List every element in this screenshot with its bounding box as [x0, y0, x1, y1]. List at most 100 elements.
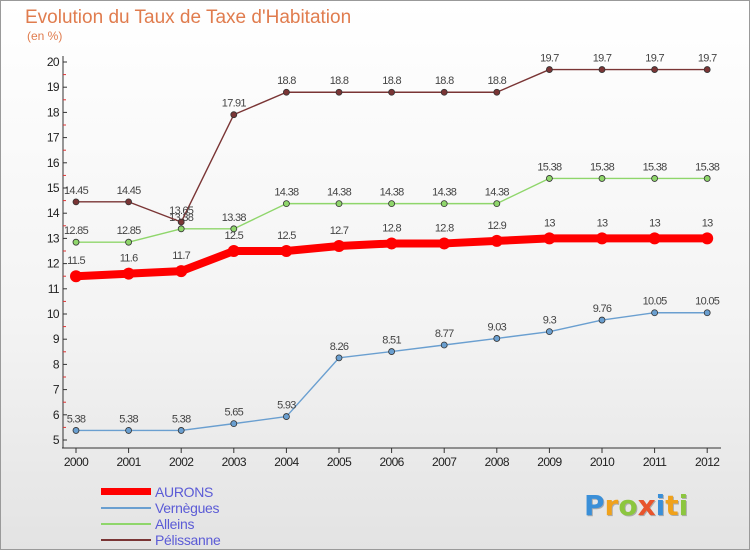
- series-point: [440, 341, 448, 349]
- x-tick-label: 2010: [590, 455, 615, 469]
- series-point: [598, 66, 606, 73]
- data-label: 18.8: [382, 75, 401, 87]
- data-label: 14.38: [274, 187, 299, 199]
- legend-label: Pélissanne: [155, 532, 221, 548]
- y-tick-label: 8: [53, 357, 60, 371]
- legend-swatch: [101, 488, 151, 495]
- series-point: [543, 232, 556, 245]
- data-label: 12.8: [382, 222, 401, 234]
- x-tick-label: 2009: [537, 455, 562, 469]
- data-label: 17.91: [222, 98, 247, 110]
- data-label: 18.8: [435, 75, 454, 87]
- data-label: 14.38: [327, 187, 352, 199]
- data-label: 15.38: [695, 161, 720, 173]
- x-tick-label: 2011: [643, 455, 667, 469]
- series-point: [177, 218, 185, 226]
- data-label: 14.38: [485, 187, 510, 199]
- series-point: [388, 88, 396, 96]
- series-point: [335, 200, 343, 208]
- data-label: 19.7: [645, 53, 664, 65]
- series-point: [230, 225, 238, 233]
- x-tick-label: 2012: [695, 455, 720, 469]
- series-point: [122, 267, 135, 280]
- data-label: 12.8: [435, 222, 454, 234]
- data-label: 5.65: [224, 407, 243, 419]
- data-label: 14.45: [64, 185, 89, 197]
- legend-swatch: [101, 539, 151, 541]
- series-point: [335, 354, 343, 362]
- y-tick-label: 5: [53, 433, 60, 447]
- series-point: [648, 232, 661, 245]
- series-point: [438, 237, 451, 250]
- x-tick-label: 2003: [222, 455, 247, 469]
- data-label: 15.38: [590, 161, 615, 173]
- series-point: [125, 238, 132, 246]
- legend-label: Vernègues: [155, 500, 220, 516]
- data-label: 13: [649, 217, 660, 229]
- series-point: [333, 239, 345, 252]
- logo-letter: r: [604, 489, 619, 522]
- legend-label: Alleins: [155, 516, 195, 532]
- data-label: 18.8: [277, 75, 296, 87]
- x-tick-label: 2006: [379, 455, 404, 469]
- series-point: [546, 66, 553, 73]
- data-label: 13.65: [169, 205, 194, 217]
- series-point: [388, 348, 396, 355]
- data-label: 11.6: [120, 253, 138, 265]
- y-tick-label: 16: [47, 156, 60, 170]
- series-point: [177, 225, 185, 233]
- data-label: 5.38: [67, 413, 86, 425]
- data-label: 13.38: [222, 212, 247, 224]
- series-point: [651, 175, 658, 182]
- logo-letter: t: [665, 489, 679, 522]
- x-tick-label: 2004: [274, 455, 299, 469]
- data-label: 12.7: [330, 225, 349, 237]
- series-point: [125, 427, 132, 434]
- data-label: 12.85: [117, 225, 142, 237]
- series-point: [596, 232, 608, 245]
- series-point: [230, 420, 238, 428]
- series-point: [598, 316, 606, 324]
- series-point: [282, 413, 290, 420]
- series-point: [701, 232, 714, 245]
- y-tick-label: 10: [47, 307, 60, 321]
- series-point: [651, 309, 658, 317]
- y-tick-label: 17: [47, 131, 60, 145]
- series-point: [493, 88, 501, 96]
- y-tick-label: 20: [47, 55, 60, 69]
- series-point: [440, 88, 448, 96]
- data-label: 19.7: [698, 53, 717, 65]
- series-point: [703, 66, 711, 73]
- data-label: 9.03: [487, 321, 506, 333]
- series-point: [227, 245, 240, 257]
- series-point: [598, 175, 606, 182]
- data-label: 10.05: [643, 296, 668, 308]
- x-tick-label: 2007: [432, 455, 457, 469]
- logo-letter: P: [584, 489, 605, 522]
- data-label: 12.85: [64, 225, 89, 237]
- series-point: [493, 335, 501, 342]
- data-label: 18.8: [330, 75, 349, 87]
- y-tick-label: 6: [53, 408, 60, 422]
- data-label: 9.76: [593, 303, 612, 315]
- series-point: [177, 427, 185, 434]
- x-tick-label: 2008: [485, 455, 510, 469]
- data-label: 8.77: [435, 328, 454, 340]
- y-tick-label: 13: [47, 231, 60, 245]
- data-label: 12.9: [487, 220, 506, 232]
- data-label: 13: [597, 217, 608, 229]
- series-point: [440, 200, 448, 208]
- logo-letter: i: [655, 489, 666, 522]
- data-label: 10.05: [695, 296, 720, 308]
- data-label: 9.3: [543, 315, 557, 327]
- series-point: [125, 198, 132, 206]
- y-tick-label: 19: [47, 80, 60, 94]
- chart-subtitle: (en %): [27, 29, 63, 43]
- y-tick-label: 12: [47, 257, 60, 271]
- data-label: 5.38: [172, 413, 191, 425]
- series-point: [282, 200, 290, 208]
- data-label: 12.5: [277, 230, 296, 242]
- series-point: [72, 198, 80, 206]
